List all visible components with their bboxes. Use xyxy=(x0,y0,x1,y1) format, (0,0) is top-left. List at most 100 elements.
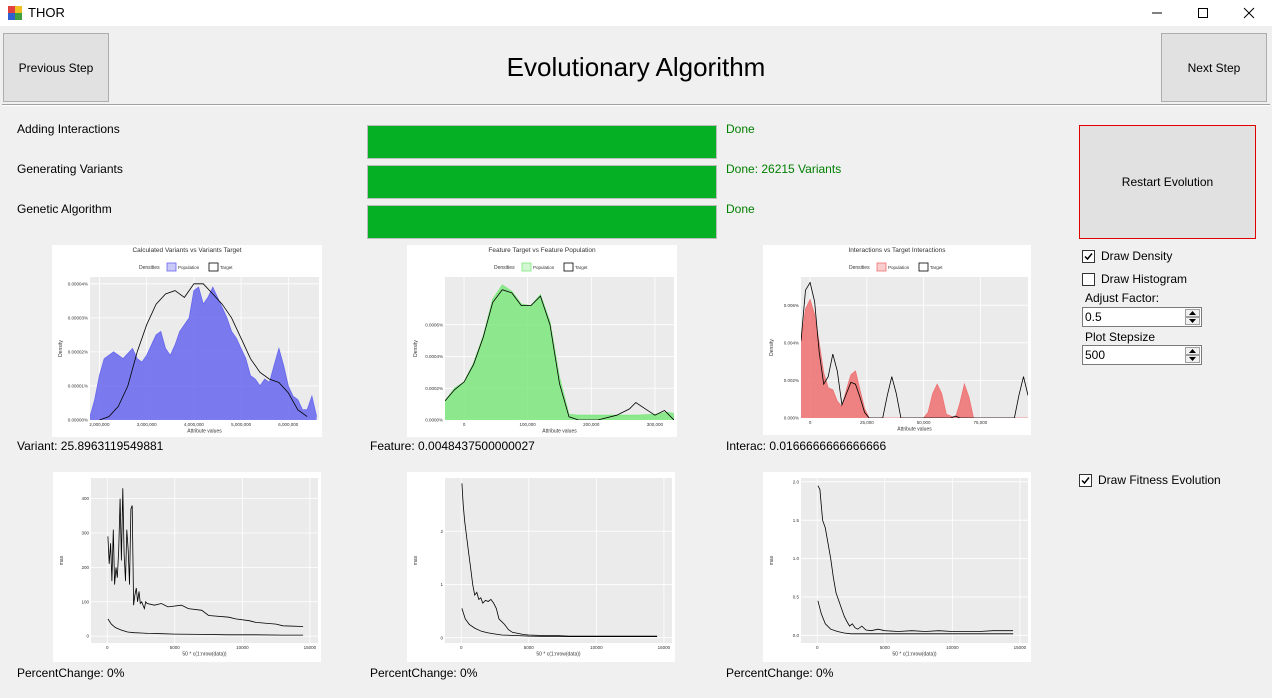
arrow-up-icon xyxy=(1189,311,1196,315)
checkbox-box[interactable] xyxy=(1082,272,1095,286)
checkbox-box[interactable] xyxy=(1082,249,1095,263)
progress-fill xyxy=(368,166,716,198)
x-tick-label: 10000 xyxy=(946,645,959,650)
minimize-icon xyxy=(1152,12,1162,14)
progress-bar-genetic xyxy=(367,205,717,239)
chart: Interactions vs Target Interactions Densi… xyxy=(769,247,1028,433)
plot-stepsize-stepper[interactable]: 500 xyxy=(1082,345,1202,365)
adjust-factor-label: Adjust Factor: xyxy=(1085,291,1160,305)
plot-stepsize-value[interactable]: 500 xyxy=(1085,348,1106,362)
x-tick-label: 25,000 xyxy=(860,420,874,425)
checkbox-box[interactable] xyxy=(1079,473,1092,487)
variants-density-plot: Calculated Variants vs Variants Target De… xyxy=(52,245,322,437)
series-area xyxy=(90,287,317,420)
spin-up-button[interactable] xyxy=(1185,347,1200,355)
close-icon xyxy=(1243,7,1255,19)
legend-key xyxy=(521,262,532,272)
legend-key xyxy=(918,262,929,272)
checkmark-icon xyxy=(1081,476,1090,484)
x-tick-label: 4,000,000 xyxy=(184,422,205,427)
y-tick-label: 200 xyxy=(81,565,89,570)
spin-down-button[interactable] xyxy=(1185,355,1200,363)
x-axis-label: 50 * c(1:nrow(data)) xyxy=(892,652,937,658)
step-label-interactions: Adding Interactions xyxy=(17,122,120,136)
y-axis-label: max xyxy=(59,555,65,565)
series-line xyxy=(801,298,1028,418)
x-tick-label: 5,000,000 xyxy=(231,422,252,427)
x-tick-label: 5000 xyxy=(524,645,535,650)
step-label-variants: Generating Variants xyxy=(17,162,123,176)
spin-up-button[interactable] xyxy=(1185,309,1200,317)
y-tick-label: 400 xyxy=(81,496,89,501)
maximize-button[interactable] xyxy=(1180,0,1226,26)
checkmark-icon xyxy=(1084,252,1093,260)
step-label-genetic: Genetic Algorithm xyxy=(17,202,112,216)
spin-down-button[interactable] xyxy=(1185,317,1200,325)
legend-title: Densities xyxy=(494,265,515,271)
series-area xyxy=(801,299,1028,418)
series-area xyxy=(445,284,674,420)
draw-density-checkbox[interactable]: Draw Density xyxy=(1082,249,1172,263)
series-line xyxy=(107,618,304,636)
x-tick-label: 15000 xyxy=(304,645,317,650)
chart: 0 1 2 0 5000 10000 15000 50 * c(1:nrow(data)) ma… xyxy=(413,478,672,658)
y-tick-label: 1 xyxy=(440,582,443,587)
chart: 0.0 0.5 1.0 1.5 2.0 0 5000 10000 15000 50 * c(1:n… xyxy=(769,478,1028,658)
legend: Densities Population Target xyxy=(494,262,588,272)
y-tick-label: 0.0000% xyxy=(425,418,443,423)
y-tick-label: 0.00000% xyxy=(68,418,88,423)
series-line xyxy=(445,289,674,420)
series-line xyxy=(801,281,1028,418)
legend-key xyxy=(876,262,887,272)
x-tick-label: 10000 xyxy=(590,645,603,650)
minimize-button[interactable] xyxy=(1134,0,1180,26)
arrow-down-icon xyxy=(1189,319,1196,323)
y-tick-label: 0.002% xyxy=(784,378,799,383)
next-step-button[interactable]: Next Step xyxy=(1161,33,1267,102)
x-tick-label: 75,000 xyxy=(973,420,987,425)
y-axis-label: Density xyxy=(769,339,775,356)
chart-title: Interactions vs Target Interactions xyxy=(848,247,946,254)
progress-bar-interactions xyxy=(367,125,717,159)
page-title: Evolutionary Algorithm xyxy=(506,52,766,82)
x-tick-label: 0 xyxy=(809,420,812,425)
chart: Feature Target vs Feature Population Dens… xyxy=(413,247,674,435)
x-axis-label: 50 * c(1:nrow(data)) xyxy=(536,652,581,658)
plot-stepsize-label: Plot Stepsize xyxy=(1085,330,1156,344)
series-line xyxy=(817,600,1014,635)
series-line xyxy=(107,488,304,627)
plot-panel xyxy=(91,478,318,643)
x-tick-label: 15000 xyxy=(1014,645,1027,650)
plot-panel xyxy=(801,478,1028,643)
y-axis-label: max xyxy=(413,555,419,565)
arrow-down-icon xyxy=(1189,357,1196,361)
adjust-factor-stepper[interactable]: 0.5 xyxy=(1082,307,1202,327)
y-tick-label: 2 xyxy=(440,529,443,534)
legend-key xyxy=(166,262,177,272)
progress-fill xyxy=(368,126,716,158)
legend: Densities Population Target xyxy=(849,262,943,272)
restart-evolution-button[interactable]: Restart Evolution xyxy=(1079,125,1256,239)
x-tick-label: 10000 xyxy=(236,645,249,650)
previous-step-button[interactable]: Previous Step xyxy=(3,33,109,102)
thor-app-icon xyxy=(8,6,22,20)
y-tick-label: 0.0 xyxy=(793,633,800,638)
draw-fitness-checkbox[interactable]: Draw Fitness Evolution xyxy=(1079,473,1221,487)
x-tick-label: 6,000,000 xyxy=(278,422,299,427)
series-line xyxy=(817,485,1014,632)
x-tick-label: 0 xyxy=(106,645,109,650)
draw-density-label: Draw Density xyxy=(1101,249,1173,263)
series-line xyxy=(99,283,308,420)
y-axis-label: Density xyxy=(413,340,419,357)
percent-change-feature: PercentChange: 0% xyxy=(370,666,478,680)
adjust-factor-value[interactable]: 0.5 xyxy=(1085,310,1102,324)
legend-key xyxy=(208,262,219,272)
y-axis-label: Density xyxy=(58,340,64,357)
x-axis-label: Attribute values xyxy=(187,429,222,435)
close-button[interactable] xyxy=(1226,0,1272,26)
legend-key xyxy=(563,262,574,272)
draw-histogram-checkbox[interactable]: Draw Histogram xyxy=(1082,272,1187,286)
arrow-up-icon xyxy=(1189,349,1196,353)
status-variants: Done: 26215 Variants xyxy=(726,162,842,176)
